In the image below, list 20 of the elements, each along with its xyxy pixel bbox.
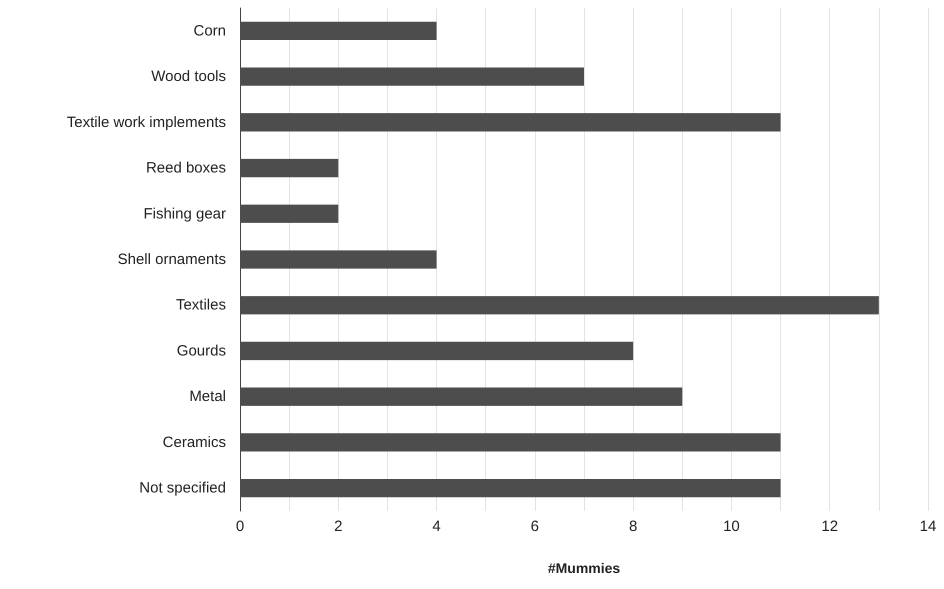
- y-tick-label: Not specified: [139, 480, 226, 497]
- y-tick-label: Textiles: [176, 296, 226, 314]
- x-tick-label: 4: [432, 518, 441, 535]
- x-tick-label: 14: [920, 518, 936, 535]
- x-axis-title: #Mummies: [548, 560, 620, 576]
- x-tick-label: 8: [628, 518, 638, 535]
- x-tick-label: 0: [236, 518, 244, 535]
- y-tick-label: Shell ornaments: [118, 251, 226, 268]
- x-tick-label: 12: [821, 518, 838, 535]
- y-tick-label: Reed boxes: [146, 160, 226, 177]
- x-tick-label: 10: [723, 518, 740, 535]
- x-tick-label: 6: [530, 518, 540, 535]
- y-tick-label: Corn: [193, 22, 226, 40]
- y-tick-label: Textile work implements: [66, 114, 226, 131]
- y-tick-label: Fishing gear: [143, 205, 226, 222]
- y-tick-label: Ceramics: [162, 434, 226, 451]
- y-tick-label: Gourds: [176, 342, 226, 360]
- y-tick-label: Metal: [189, 388, 226, 406]
- y-tick-label: Wood tools: [151, 68, 226, 86]
- x-tick-label: 2: [334, 518, 342, 535]
